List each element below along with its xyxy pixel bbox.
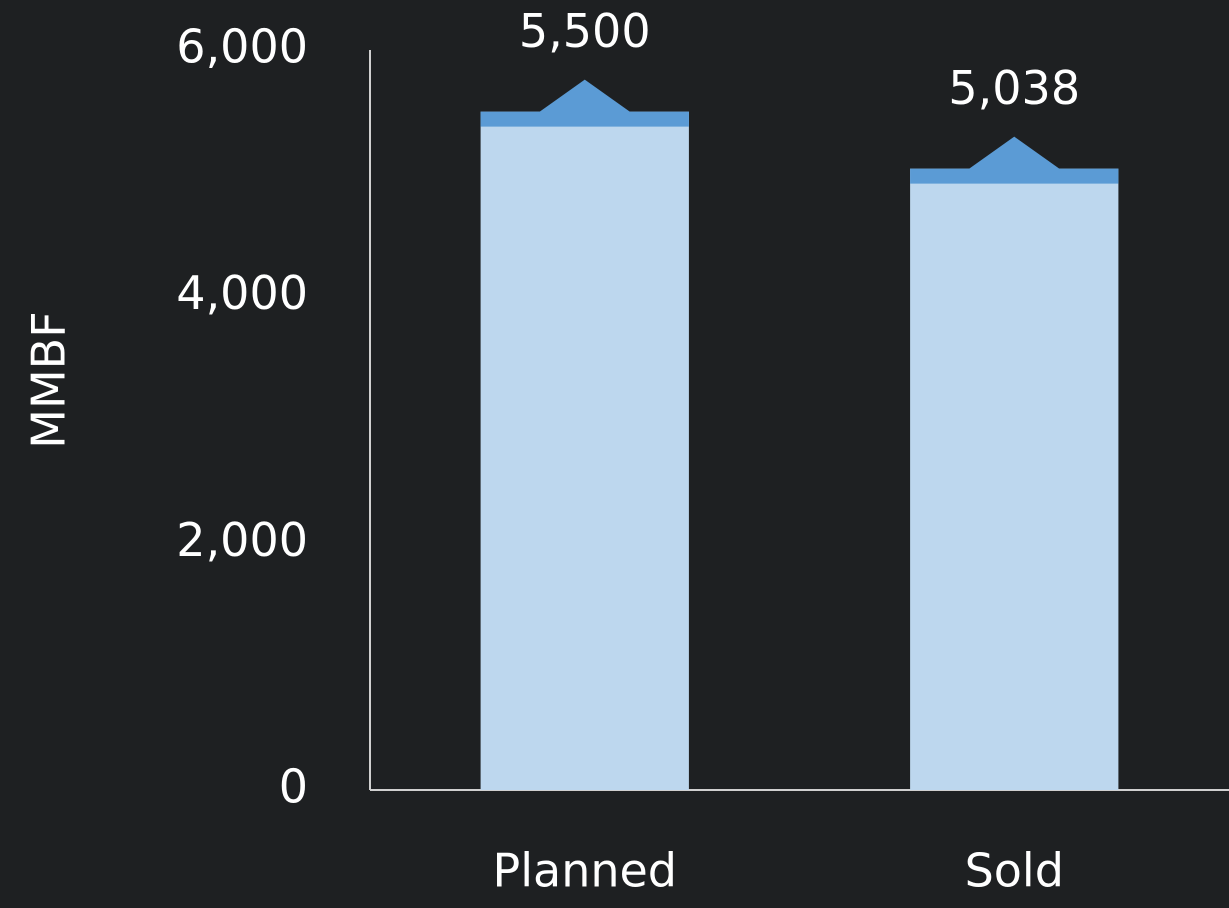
bar-cap xyxy=(480,79,689,127)
y-tick-label: 0 xyxy=(279,760,308,814)
y-tick-label: 6,000 xyxy=(176,20,308,74)
y-axis-label: MMBF xyxy=(22,311,76,448)
value-label: 5,500 xyxy=(519,4,651,58)
bar xyxy=(910,168,1119,790)
bar xyxy=(480,111,689,790)
value-label: 5,038 xyxy=(948,61,1080,115)
y-tick-label: 2,000 xyxy=(176,513,308,567)
bar-cap xyxy=(910,136,1119,184)
y-tick-label: 4,000 xyxy=(176,266,308,320)
x-tick-label: Sold xyxy=(965,844,1064,898)
x-tick-label: Planned xyxy=(492,844,677,898)
